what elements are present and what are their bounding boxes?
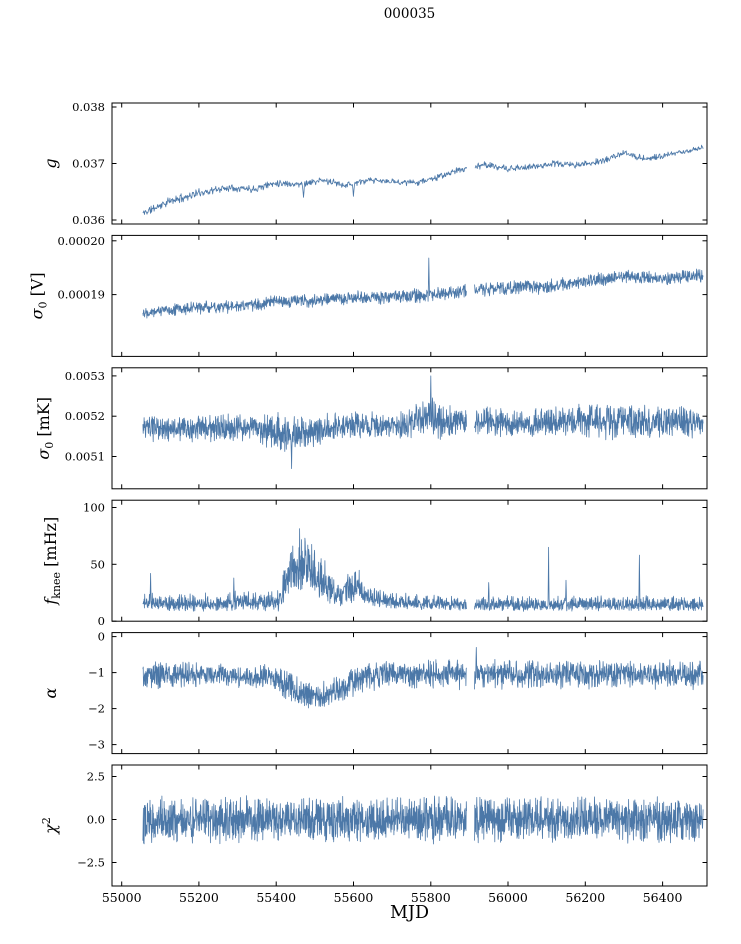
series-chi2: [142, 795, 704, 845]
y-tick-label: 2.5: [87, 770, 105, 784]
y-axis-label-chi2: χ2: [40, 817, 60, 835]
panel-g: 0.036 0.037 0.038 g: [41, 100, 708, 227]
y-axis-label-sigma0_mK: σ0 [mK]: [34, 397, 56, 460]
series-alpha: [142, 647, 704, 709]
y-tick-label: 0.0053: [65, 369, 105, 383]
y-tick-label: 0.038: [72, 100, 105, 114]
series-g: [142, 144, 704, 215]
series-sigma0_V: [142, 257, 704, 319]
axes-frame-g: [111, 102, 708, 225]
series-f_knee: [142, 528, 704, 612]
panel-sigma0_V: 0.00019 0.00020 σ0 [V]: [27, 234, 708, 357]
series-sigma0_mK: [142, 375, 704, 469]
axes-frame-chi2: [111, 764, 708, 887]
y-tick-label: 0.037: [72, 157, 105, 171]
x-tick-label: 56000: [488, 890, 528, 905]
y-axis-label-alpha: α: [41, 688, 60, 699]
y-tick-label: 0.0051: [65, 450, 105, 464]
y-tick-label: −2.5: [77, 856, 105, 870]
y-axis-label-g: g: [41, 158, 60, 168]
x-tick-label: 56200: [565, 890, 605, 905]
y-tick-label: −2: [88, 702, 105, 716]
axes-frame-alpha: [111, 632, 708, 755]
x-tick-label: 55000: [102, 890, 142, 905]
y-tick-label: 0.0: [87, 813, 105, 827]
x-axis-title: MJD: [390, 903, 429, 923]
chart-title: 000035: [383, 6, 436, 22]
y-tick-label: −1: [88, 666, 105, 680]
y-tick-label: 0.0052: [65, 409, 105, 423]
y-tick-label: 100: [83, 501, 105, 515]
y-tick-label: 0: [98, 614, 105, 628]
panel-chi2: 2.5 0.0 −2.5 55000 55200 55400 55600 55800 56000…: [40, 764, 708, 905]
x-tick-label: 56400: [643, 890, 683, 905]
y-tick-label: 0.00020: [57, 234, 105, 248]
y-tick-label: 0: [98, 630, 105, 644]
panel-alpha: 0 −1 −2 −3 α: [41, 630, 708, 755]
y-axis-label-sigma0_V: σ0 [V]: [27, 272, 49, 319]
y-axis-label-f_knee: fknee [mHz]: [41, 517, 63, 606]
y-tick-label: 0.00019: [57, 288, 105, 302]
panel-sigma0_mK: 0.0051 0.0052 0.0053 σ0 [mK]: [34, 367, 708, 490]
x-tick-label: 55200: [179, 890, 219, 905]
x-tick-label: 55800: [411, 890, 451, 905]
axes-frame-sigma0_V: [111, 234, 708, 357]
y-tick-label: −3: [88, 738, 105, 752]
panel-f_knee: 0 50 100 fknee [mHz]: [41, 499, 708, 628]
x-tick-label: 55400: [256, 890, 296, 905]
y-tick-label: 50: [90, 557, 105, 571]
axes-frame-f_knee: [111, 499, 708, 622]
y-tick-label: 0.036: [72, 213, 105, 227]
axes-frame-sigma0_mK: [111, 367, 708, 490]
x-tick-label: 55600: [334, 890, 374, 905]
